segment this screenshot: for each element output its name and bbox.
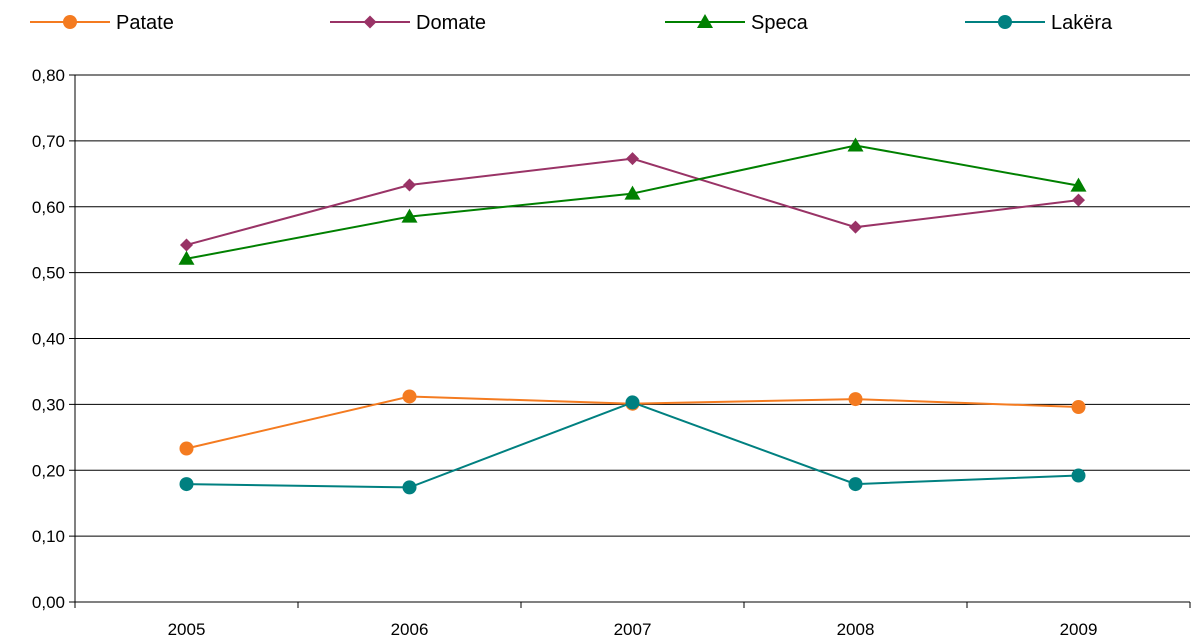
data-point — [401, 208, 418, 223]
data-point — [626, 152, 639, 166]
data-point — [849, 220, 862, 234]
legend-label: Patate — [116, 12, 174, 34]
x-tick-label: 2006 — [391, 620, 429, 639]
legend-marker — [998, 15, 1012, 29]
legend-marker — [697, 14, 713, 28]
x-tick-label: 2007 — [614, 620, 652, 639]
legend-marker — [63, 15, 77, 29]
series-layer — [178, 137, 1087, 495]
y-tick-label: 0,60 — [32, 198, 65, 217]
axes: 0,00 0,10 0,20 0,30 0,40 0,50 0,60 0,70 0,80 2005… — [32, 66, 1191, 639]
series-lakëra — [179, 395, 1086, 495]
data-point — [1070, 177, 1087, 192]
y-tick-label: 0,80 — [32, 66, 65, 85]
y-tick-label: 0,70 — [32, 132, 65, 151]
data-point — [848, 477, 863, 492]
x-tick-label: 2005 — [168, 620, 206, 639]
data-point — [402, 480, 417, 495]
data-point — [1071, 400, 1086, 415]
y-tick-label: 0,40 — [32, 330, 65, 349]
data-point — [1071, 468, 1086, 483]
data-point — [1072, 193, 1085, 207]
data-point — [179, 477, 194, 492]
series-domate — [180, 152, 1085, 252]
legend-label: Domate — [416, 12, 486, 34]
legend-item-domate: Domate — [330, 12, 486, 34]
series-line — [186, 401, 1079, 489]
y-tick-label: 0,50 — [32, 264, 65, 283]
data-point — [625, 395, 640, 410]
legend-label: Speca — [751, 12, 809, 34]
series-speca — [178, 137, 1087, 265]
legend-label: Lakëra — [1051, 12, 1113, 34]
legend-item-lakëra: Lakëra — [965, 12, 1113, 34]
y-tick-label: 0,20 — [32, 461, 65, 480]
data-point — [624, 185, 641, 200]
y-tick-label: 0,10 — [32, 527, 65, 546]
legend: Patate Domate Speca Lakëra — [30, 12, 1113, 34]
x-tick-label: 2008 — [837, 620, 875, 639]
data-point — [180, 238, 193, 252]
legend-item-speca: Speca — [665, 12, 809, 34]
gridlines — [75, 74, 1190, 537]
data-point — [848, 392, 863, 407]
data-point — [847, 137, 864, 152]
data-point — [402, 389, 417, 404]
legend-item-patate: Patate — [30, 12, 174, 34]
y-tick-label: 0,30 — [32, 395, 65, 414]
data-point — [179, 441, 194, 456]
legend-marker — [363, 15, 377, 29]
x-tick-label: 2009 — [1060, 620, 1098, 639]
data-point — [403, 178, 416, 192]
series-line — [186, 157, 1079, 246]
y-tick-label: 0,00 — [32, 593, 65, 612]
data-point — [178, 250, 195, 265]
